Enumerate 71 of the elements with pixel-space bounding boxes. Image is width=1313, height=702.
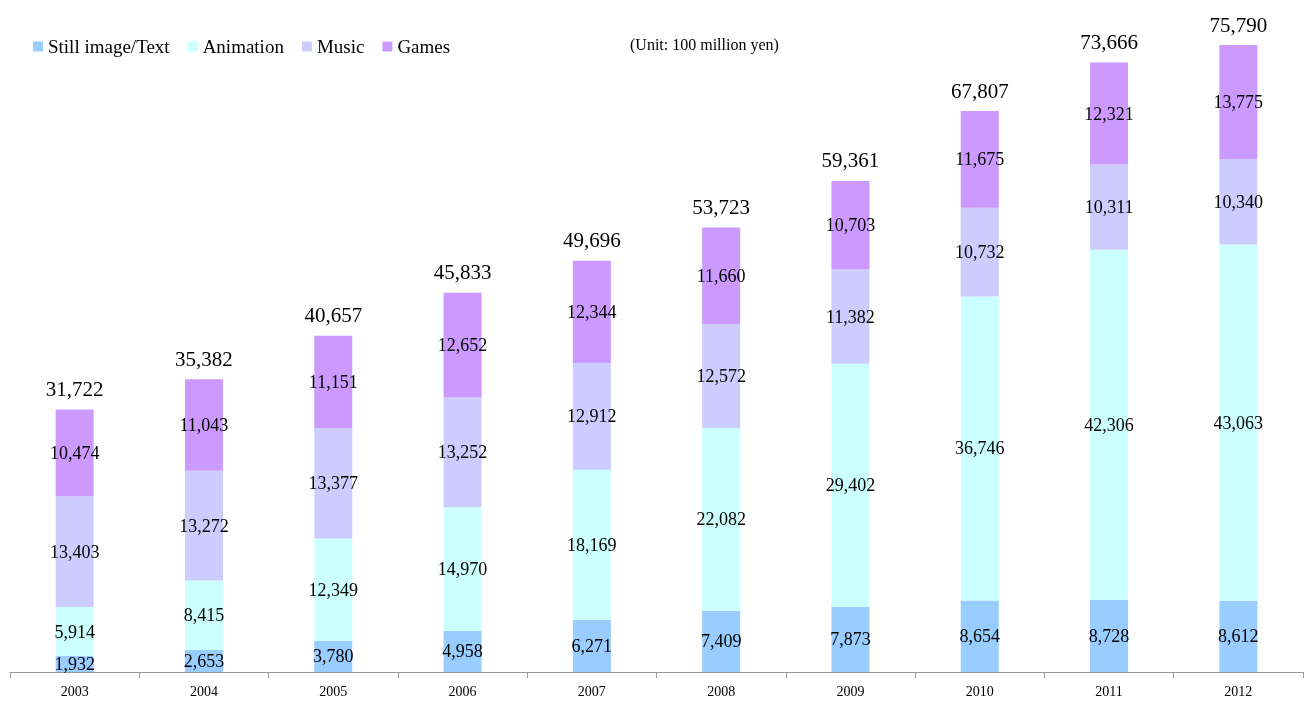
data-label: 8,728 <box>1088 625 1130 646</box>
x-tick-label: 2012 <box>1224 683 1253 699</box>
bar <box>184 580 223 651</box>
x-tick-label: 2010 <box>965 683 994 699</box>
data-label: 18,169 <box>567 534 617 555</box>
data-label: 10,311 <box>1084 197 1134 218</box>
data-label: 6,271 <box>571 636 613 657</box>
data-label: 10,474 <box>49 442 100 463</box>
data-label: 29,402 <box>825 475 876 496</box>
data-label: 22,082 <box>696 509 746 530</box>
total-label: 40,657 <box>304 303 363 328</box>
data-label: 14,970 <box>437 559 488 580</box>
x-tick-label: 2005 <box>319 683 348 699</box>
data-label: 11,043 <box>179 414 229 435</box>
total-label: 59,361 <box>821 148 880 173</box>
data-label: 11,382 <box>826 306 875 327</box>
x-tick-label: 2007 <box>577 683 606 699</box>
data-label: 12,652 <box>437 335 488 356</box>
total-label: 49,696 <box>562 228 621 253</box>
data-label: 36,746 <box>955 438 1005 459</box>
data-label: 13,377 <box>308 473 358 494</box>
data-label: 12,572 <box>696 366 746 387</box>
total-label: 53,723 <box>692 195 751 220</box>
data-label: 13,403 <box>49 541 100 562</box>
x-tick-label: 2011 <box>1095 683 1123 699</box>
data-label: 13,775 <box>1213 91 1264 112</box>
total-label: 45,833 <box>433 260 492 285</box>
data-label: 10,732 <box>955 242 1005 263</box>
data-label: 2,653 <box>183 651 225 672</box>
data-label: 8,654 <box>959 626 1000 647</box>
data-label: 11,151 <box>308 371 358 392</box>
bar <box>572 620 611 672</box>
data-label: 3,780 <box>313 646 354 667</box>
data-label: 43,063 <box>1213 412 1264 433</box>
x-tick-label: 2009 <box>836 683 865 699</box>
data-label: 12,912 <box>567 406 617 427</box>
data-label: 7,409 <box>700 631 742 652</box>
data-label: 1,932 <box>54 654 95 675</box>
total-label: 35,382 <box>175 346 233 371</box>
total-label: 75,790 <box>1209 12 1268 37</box>
total-label: 73,666 <box>1080 30 1138 55</box>
data-label: 8,415 <box>183 605 225 626</box>
data-label: 13,272 <box>179 515 229 536</box>
legend-label: Games <box>397 36 451 57</box>
data-label: 10,703 <box>825 215 876 236</box>
bar <box>1219 600 1258 672</box>
annotation: (Unit: 100 million yen) <box>630 35 779 54</box>
data-label: 12,321 <box>1084 103 1134 124</box>
data-label: 12,344 <box>567 301 617 322</box>
data-label: 11,660 <box>696 265 746 286</box>
data-label: 4,958 <box>442 641 483 662</box>
data-label: 7,873 <box>830 629 871 650</box>
x-tick-label: 2006 <box>448 683 477 699</box>
total-label: 67,807 <box>950 78 1009 103</box>
legend-label: Still image/Text <box>48 36 171 57</box>
x-tick-label: 2008 <box>707 683 736 699</box>
bar <box>831 606 870 672</box>
bar <box>960 600 999 672</box>
data-label: 8,612 <box>1218 626 1259 647</box>
data-label: 10,340 <box>1213 191 1264 212</box>
data-label: 12,349 <box>308 579 358 600</box>
x-tick-label: 2004 <box>189 683 218 699</box>
total-label: 31,722 <box>45 377 104 402</box>
data-label: 5,914 <box>54 621 95 642</box>
legend-label: Animation <box>202 36 285 57</box>
data-label: 42,306 <box>1084 414 1134 435</box>
x-tick-label: 2003 <box>60 683 89 699</box>
data-label: 11,675 <box>955 149 1005 170</box>
bar <box>1090 599 1129 672</box>
data-label: 13,252 <box>437 442 488 463</box>
legend-label: Music <box>316 36 365 57</box>
